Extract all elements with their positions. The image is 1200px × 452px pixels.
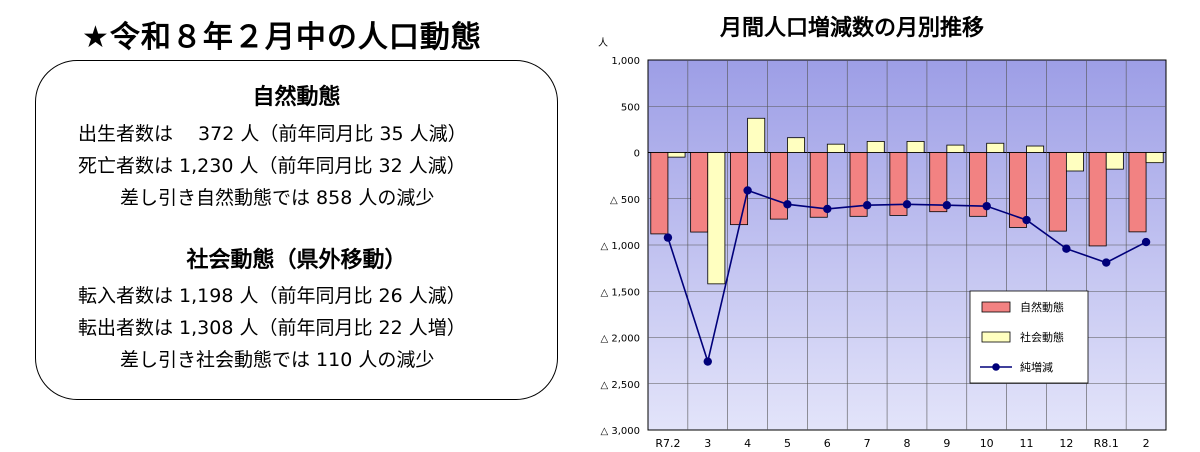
legend-swatch-natural	[981, 301, 1011, 313]
social-bar	[906, 140, 925, 153]
x-tick-label: R7.2	[655, 437, 680, 450]
net-change-point	[1102, 258, 1111, 267]
x-tick-label: 6	[824, 437, 831, 450]
y-tick-label: △ 2,500	[601, 380, 641, 391]
x-tick-label: 8	[904, 437, 911, 450]
natural-heading: 自然動態	[252, 85, 341, 110]
legend-swatch-net-point	[992, 363, 1000, 371]
summary-box: 自然動態 出生者数は 372 人（前年同月比 35 人減） 死亡者数は 1,23…	[35, 60, 558, 400]
x-tick-label: 7	[864, 437, 871, 450]
deaths-line: 死亡者数は 1,230 人（前年同月比 32 人減）	[78, 155, 466, 177]
natural-bar	[769, 152, 788, 220]
net-change-point	[743, 186, 752, 195]
natural-bar	[929, 152, 948, 213]
x-tick-label: 11	[1020, 437, 1034, 450]
natural-total-line: 差し引き自然動態では 858 人の減少	[120, 187, 435, 209]
natural-bar	[1048, 152, 1067, 232]
chart-title: 月間人口増減数の月別推移	[720, 16, 985, 41]
x-tick-label: R8.1	[1094, 437, 1119, 450]
natural-bar	[690, 152, 709, 233]
x-tick-label: 3	[704, 437, 711, 450]
moved-in-line: 転入者数は 1,198 人（前年同月比 26 人減）	[78, 285, 466, 307]
social-bar	[986, 142, 1005, 153]
x-tick-label: 9	[943, 437, 950, 450]
social-bar	[787, 137, 805, 153]
social-bar	[946, 144, 965, 153]
y-tick-label: △ 2,000	[601, 334, 641, 345]
legend-swatch-social	[981, 331, 1011, 343]
y-tick-label: 0	[634, 149, 640, 160]
net-change-point	[862, 201, 872, 210]
social-bar	[747, 117, 766, 153]
net-change-point	[1062, 244, 1071, 253]
natural-bar	[1128, 152, 1147, 233]
natural-bar	[1088, 152, 1107, 247]
y-tick-label: △ 500	[610, 195, 640, 206]
x-tick-label: 4	[744, 437, 751, 450]
net-change-point	[902, 200, 912, 209]
net-change-point	[942, 201, 952, 210]
natural-bar	[889, 152, 908, 216]
net-change-point	[703, 357, 712, 366]
social-bar	[826, 143, 845, 153]
legend-label: 純増減	[1020, 360, 1053, 374]
x-tick-label: 5	[784, 437, 791, 450]
x-tick-label: 12	[1059, 437, 1073, 450]
social-bar	[667, 152, 686, 158]
net-change-point	[982, 201, 991, 211]
legend-label: 社会動態	[1020, 330, 1064, 344]
social-bar	[866, 140, 885, 153]
natural-bar	[969, 152, 988, 217]
births-line: 出生者数は 372 人（前年同月比 35 人減）	[78, 123, 467, 145]
y-tick-label: △ 3,000	[601, 426, 641, 437]
net-change-point	[823, 204, 832, 214]
x-tick-label: 2	[1143, 437, 1150, 450]
x-tick-label: 10	[980, 437, 994, 450]
social-bar	[1145, 152, 1164, 164]
social-bar	[1105, 152, 1124, 170]
social-heading: 社会動態（県外移動）	[186, 248, 407, 273]
y-tick-label: 1,000	[611, 56, 640, 67]
y-axis-unit: 人	[598, 37, 608, 49]
y-tick-label: △ 1,500	[601, 287, 641, 298]
net-change-point	[1141, 237, 1151, 247]
net-change-point	[663, 233, 673, 242]
natural-bar	[650, 152, 669, 235]
net-change-point	[783, 200, 792, 209]
natural-bar	[849, 152, 868, 217]
social-total-line: 差し引き社会動態では 110 人の減少	[120, 349, 435, 371]
y-tick-label: 500	[621, 102, 640, 113]
social-bar	[1026, 145, 1045, 153]
y-tick-label: △ 1,000	[601, 241, 641, 252]
page-title: ★令和８年２月中の人口動態	[82, 20, 482, 55]
social-bar	[1065, 152, 1084, 172]
natural-bar	[809, 152, 828, 218]
net-change-point	[1022, 215, 1031, 225]
natural-bar	[1009, 152, 1027, 228]
social-bar	[707, 152, 726, 285]
moved-out-line: 転出者数は 1,308 人（前年同月比 22 人増）	[78, 317, 466, 339]
legend-label: 自然動態	[1020, 300, 1064, 314]
